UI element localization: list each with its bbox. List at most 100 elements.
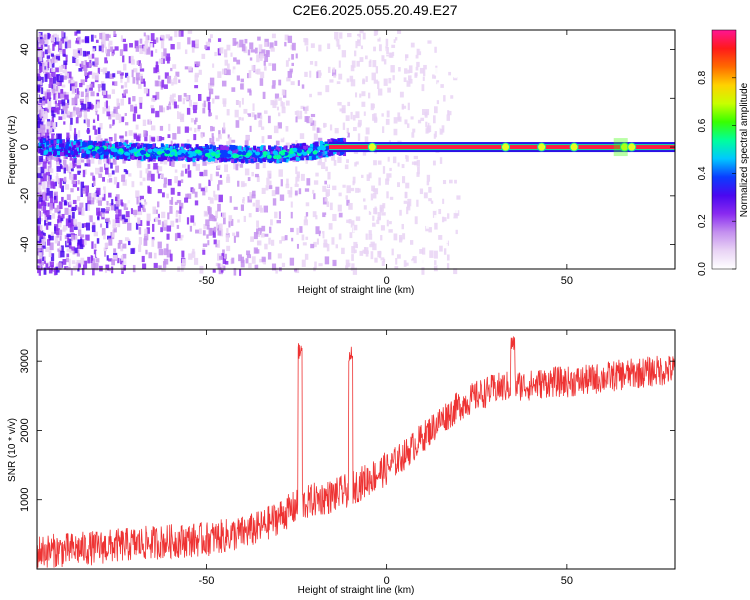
- spectrogram-noise-cell: [80, 157, 85, 163]
- spectrogram-noise-cell: [219, 174, 222, 178]
- spectrogram-noise-cell: [111, 199, 114, 206]
- spectrogram-band-cell: [186, 155, 190, 160]
- spectrogram-ridge-blob: [124, 151, 130, 156]
- spectrogram-noise-cell: [373, 118, 378, 122]
- spectrogram-noise-cell: [106, 111, 111, 117]
- spectrogram-noise-cell: [41, 121, 44, 126]
- spectrogram-band-cell: [238, 157, 242, 162]
- spectrogram-noise-cell: [80, 236, 83, 241]
- spectrogram-noise-cell: [356, 35, 360, 40]
- spectrogram-noise-cell: [103, 67, 108, 74]
- spectrogram-noise-cell: [92, 175, 96, 181]
- spectrogram-band-cell: [303, 143, 307, 148]
- spectrogram-noise-cell: [49, 61, 52, 68]
- spectrogram-noise-cell: [215, 115, 218, 120]
- spectrogram-noise-cell: [82, 260, 88, 269]
- spectrogram-noise-cell: [43, 260, 46, 264]
- spectrogram-noise-cell: [149, 115, 153, 121]
- spectrogram-band-cell: [261, 156, 265, 161]
- spectrogram-noise-cell: [396, 254, 401, 259]
- spectrogram-noise-cell: [48, 101, 52, 108]
- spectrogram-noise-cell: [278, 169, 283, 177]
- spectrogram-noise-cell: [437, 265, 441, 270]
- spectrogram-noise-cell: [97, 114, 100, 121]
- spectrogram-noise-cell: [335, 39, 340, 47]
- spectrogram-noise-cell: [174, 75, 178, 80]
- spectrogram-noise-cell: [37, 246, 42, 252]
- spectrogram-noise-cell: [475, 74, 479, 80]
- spectrogram-noise-cell: [156, 62, 161, 67]
- spectrogram-noise-cell: [477, 48, 483, 53]
- spectrogram-noise-cell: [59, 65, 63, 73]
- spectrogram-noise-cell: [190, 118, 194, 123]
- spectrogram-noise-cell: [147, 185, 150, 193]
- spectrogram-noise-cell: [49, 261, 54, 268]
- spectrogram-noise-cell: [353, 241, 358, 248]
- spectrogram-noise-cell: [405, 182, 410, 189]
- spectrogram-noise-cell: [137, 217, 141, 224]
- spectrogram-noise-cell: [64, 73, 70, 78]
- spectrogram-noise-cell: [240, 83, 244, 90]
- spectrogram-noise-cell: [322, 185, 327, 192]
- spectrogram-noise-cell: [91, 53, 95, 59]
- spectrogram-noise-cell: [55, 67, 59, 73]
- spectrogram-noise-cell: [409, 240, 414, 245]
- spectrogram-noise-cell: [406, 206, 409, 215]
- spectrogram-noise-cell: [325, 214, 329, 219]
- spectrogram-noise-cell: [219, 47, 224, 54]
- spectrogram-noise-cell: [285, 60, 289, 67]
- spectrogram-noise-cell: [141, 255, 145, 263]
- spectrogram-noise-cell: [338, 233, 342, 240]
- spectrogram-band-cell: [220, 145, 224, 150]
- spectrogram-noise-cell: [62, 69, 68, 74]
- spectrogram-noise-cell: [410, 42, 415, 48]
- spectrogram-noise-cell: [477, 56, 482, 63]
- spectrogram-noise-cell: [159, 37, 163, 41]
- spectrogram-noise-cell: [460, 94, 464, 100]
- spectrogram-noise-cell: [330, 32, 333, 38]
- spectrogram-noise-cell: [58, 201, 63, 209]
- spectrogram-noise-cell: [208, 38, 212, 43]
- spectrogram-noise-cell: [59, 180, 63, 189]
- spectrogram-noise-cell: [434, 106, 438, 114]
- spectrogram-noise-cell: [263, 205, 269, 213]
- spectrogram-noise-cell: [310, 113, 316, 118]
- spectrogram-band-cell: [148, 157, 152, 162]
- spectrogram-noise-cell: [393, 39, 396, 43]
- spectrogram-noise-cell: [63, 167, 67, 174]
- spectrogram-noise-cell: [90, 91, 95, 97]
- spectrogram-noise-cell: [357, 39, 361, 43]
- spectrogram-noise-cell: [108, 173, 112, 178]
- spectrogram-noise-cell: [361, 101, 366, 107]
- spectrogram-noise-cell: [136, 160, 142, 169]
- spectrogram-noise-cell: [155, 37, 159, 43]
- spectrogram-noise-cell: [37, 172, 42, 179]
- spectrogram-noise-cell: [430, 214, 433, 219]
- spectrogram-noise-cell: [279, 240, 282, 244]
- spectrogram-band-cell: [262, 146, 266, 151]
- spectrogram-noise-cell: [70, 80, 75, 85]
- spectrogram-noise-cell: [215, 210, 219, 219]
- spectrogram-noise-cell: [55, 86, 58, 92]
- spectrogram-noise-cell: [324, 256, 330, 265]
- spectrogram-noise-cell: [106, 235, 112, 240]
- spectrogram-noise-cell: [472, 69, 476, 77]
- spectrogram-noise-cell: [169, 205, 173, 214]
- spectrogram-noise-cell: [77, 262, 82, 268]
- spectrogram-noise-cell: [264, 110, 268, 114]
- spectrogram-noise-cell: [226, 69, 231, 76]
- spectrogram-noise-cell: [445, 135, 448, 142]
- spectrogram-noise-cell: [213, 226, 217, 233]
- spectrogram-ridge-blob: [170, 151, 176, 156]
- spectrogram-noise-cell: [58, 41, 62, 49]
- spectrogram-noise-cell: [274, 93, 280, 99]
- spectrogram-band-cell: [37, 148, 41, 153]
- spectrogram-noise-cell: [226, 228, 229, 234]
- spectrogram-noise-cell: [155, 194, 159, 203]
- spectrogram-noise-cell: [304, 216, 308, 223]
- spectrogram-noise-cell: [465, 78, 468, 84]
- spectrogram-noise-cell: [372, 60, 377, 68]
- spectrogram-noise-cell: [41, 64, 45, 72]
- spectrogram-noise-cell: [397, 162, 400, 167]
- spectrogram-noise-cell: [202, 243, 208, 247]
